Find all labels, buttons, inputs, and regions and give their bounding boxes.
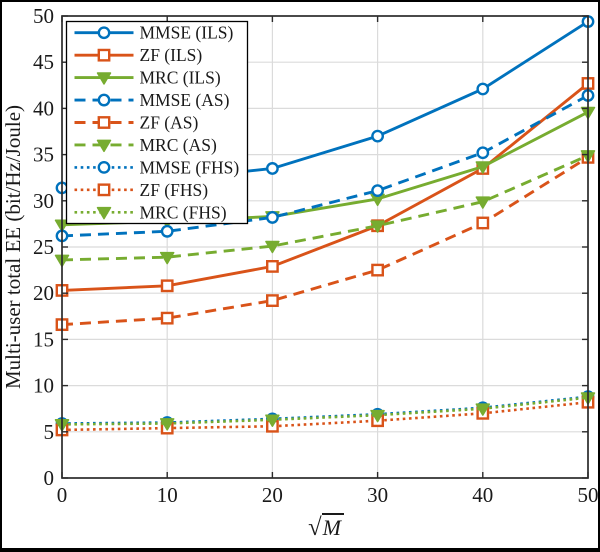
marker-mmse-as-2 xyxy=(265,211,279,224)
x-tick-label-0: 0 xyxy=(57,483,68,507)
legend-label-zf-ils: ZF (ILS) xyxy=(140,45,203,65)
marker-zf-as-2 xyxy=(266,294,279,307)
x-axis-label: √M xyxy=(54,513,598,542)
marker-mrc-fhs-4 xyxy=(475,403,491,416)
x-tick-label-30: 30 xyxy=(367,483,388,507)
x-tick-label-20: 20 xyxy=(262,483,283,507)
y-tick-label-30: 30 xyxy=(33,189,54,213)
legend-label-zf-as: ZF (AS) xyxy=(140,113,199,133)
radical-sign: √ xyxy=(308,514,322,541)
series-line-zf-fhs xyxy=(61,400,589,432)
legend-marker-mmse-as xyxy=(97,93,111,107)
marker-mrc-as-1 xyxy=(159,251,175,265)
legend-label-mrc-fhs: MRC (FHS) xyxy=(140,202,227,222)
legend-marker-mrc-as xyxy=(96,139,112,153)
x-tick-label-40: 40 xyxy=(472,483,493,507)
marker-mmse-as-3 xyxy=(371,184,384,198)
y-tick-label-25: 25 xyxy=(33,235,54,259)
marker-mrc-as-3 xyxy=(370,220,385,233)
marker-mrc-fhs-3 xyxy=(370,409,385,423)
legend-marker-zf-fhs xyxy=(97,183,111,197)
marker-zf-ils-2 xyxy=(266,260,279,273)
marker-mmse-as-4 xyxy=(476,146,490,160)
y-tick-label-20: 20 xyxy=(33,281,54,305)
marker-mrc-fhs-2 xyxy=(265,414,280,427)
series-line-zf-ils xyxy=(61,82,589,292)
y-axis-label: Multi-user total EE (bit/Hz/Joule) xyxy=(2,105,25,389)
marker-mrc-as-2 xyxy=(265,240,280,254)
y-tick-label-10: 10 xyxy=(33,374,54,398)
marker-mrc-fhs-1 xyxy=(159,418,175,431)
legend-marker-mrc-ils xyxy=(96,72,112,85)
marker-mrc-ils-4 xyxy=(475,161,491,174)
marker-mmse-as-1 xyxy=(160,224,174,238)
legend-marker-mmse-fhs xyxy=(97,160,111,174)
x-tick-label-50: 50 xyxy=(578,483,599,507)
legend-label-mmse-fhs: MMSE (FHS) xyxy=(140,157,240,177)
legend-label-zf-fhs: ZF (FHS) xyxy=(140,180,209,200)
y-tick-label-50: 50 xyxy=(33,4,54,28)
x-tick-label-10: 10 xyxy=(157,483,178,507)
marker-mrc-as-4 xyxy=(475,196,491,209)
marker-mmse-ils-4 xyxy=(476,82,490,96)
legend-marker-zf-as xyxy=(97,116,111,129)
y-tick-label-0: 0 xyxy=(44,466,55,490)
marker-mmse-ils-2 xyxy=(265,162,279,175)
legend-marker-zf-ils xyxy=(97,48,111,62)
series-line-zf-as xyxy=(61,156,589,327)
y-tick-label-35: 35 xyxy=(33,143,54,167)
marker-zf-as-3 xyxy=(371,263,384,277)
y-tick-label-45: 45 xyxy=(33,50,54,74)
series-line-mmse-as xyxy=(61,94,589,238)
legend-label-mrc-ils: MRC (ILS) xyxy=(140,68,221,88)
marker-zf-as-1 xyxy=(160,311,174,325)
y-tick-label-15: 15 xyxy=(33,327,54,351)
legend-label-mmse-ils: MMSE (ILS) xyxy=(140,23,234,43)
marker-zf-as-4 xyxy=(476,216,490,230)
legend-label-mmse-as: MMSE (AS) xyxy=(140,90,230,110)
x-axis-label-symbol: M xyxy=(321,513,344,540)
y-tick-label-40: 40 xyxy=(33,96,54,120)
marker-zf-ils-1 xyxy=(160,279,174,293)
series-line-mrc-fhs xyxy=(61,396,589,426)
legend-label-mrc-as: MRC (AS) xyxy=(140,135,217,155)
marker-mmse-ils-3 xyxy=(371,129,384,143)
legend-marker-mrc-fhs xyxy=(96,206,112,220)
y-tick-label-5: 5 xyxy=(44,420,55,444)
legend-marker-mmse-ils xyxy=(97,26,111,40)
